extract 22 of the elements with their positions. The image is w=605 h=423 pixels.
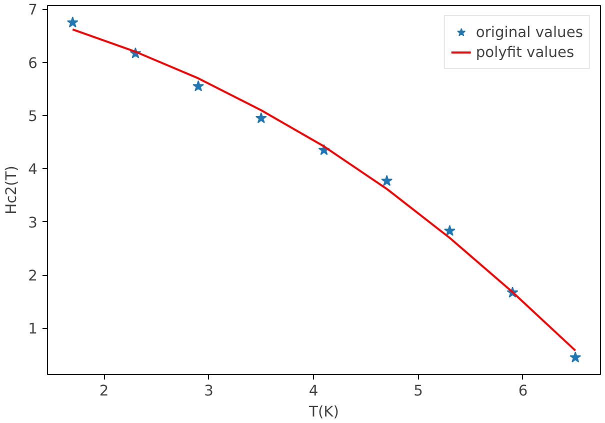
point — [255, 112, 267, 124]
x-axis-title: T(K) — [308, 404, 339, 420]
point — [570, 351, 582, 362]
y-tick-label: 4 — [28, 161, 38, 178]
x-tick-label: 6 — [518, 382, 528, 400]
y-axis-title: Hc2(T) — [3, 166, 20, 214]
x-tick-label: 5 — [414, 382, 423, 400]
point — [444, 224, 456, 236]
x-tick-label: 3 — [204, 382, 214, 400]
legend-label: polyfit values — [476, 44, 574, 60]
point — [66, 16, 78, 28]
x-tick-label: 2 — [99, 382, 109, 400]
y-tick-label: 3 — [28, 214, 38, 232]
y-tick-label: 2 — [28, 268, 38, 285]
point — [381, 174, 393, 186]
y-tick-label: 7 — [28, 2, 38, 19]
legend-label: original values — [476, 24, 583, 40]
y-tick-label: 1 — [28, 320, 38, 338]
y-tick-label: 6 — [28, 54, 38, 72]
x-tick-label: 4 — [308, 382, 318, 400]
y-tick-label: 5 — [28, 108, 38, 126]
point — [192, 80, 204, 92]
